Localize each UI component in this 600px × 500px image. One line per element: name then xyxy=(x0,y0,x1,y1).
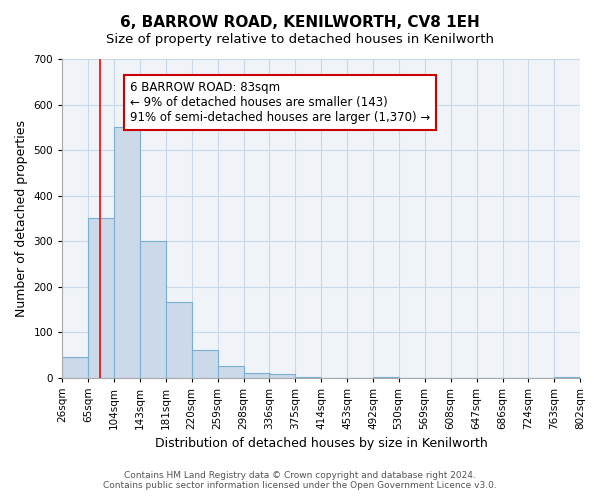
Y-axis label: Number of detached properties: Number of detached properties xyxy=(15,120,28,317)
Bar xyxy=(114,128,140,378)
Text: Contains HM Land Registry data © Crown copyright and database right 2024.
Contai: Contains HM Land Registry data © Crown c… xyxy=(103,470,497,490)
Bar xyxy=(140,241,166,378)
Text: 6 BARROW ROAD: 83sqm
← 9% of detached houses are smaller (143)
91% of semi-detac: 6 BARROW ROAD: 83sqm ← 9% of detached ho… xyxy=(130,82,430,124)
Text: 6, BARROW ROAD, KENILWORTH, CV8 1EH: 6, BARROW ROAD, KENILWORTH, CV8 1EH xyxy=(120,15,480,30)
Bar xyxy=(166,302,191,378)
Bar xyxy=(554,376,580,378)
Bar xyxy=(62,357,88,378)
X-axis label: Distribution of detached houses by size in Kenilworth: Distribution of detached houses by size … xyxy=(155,437,487,450)
Bar xyxy=(269,374,295,378)
Bar xyxy=(295,376,321,378)
Bar xyxy=(244,373,270,378)
Bar xyxy=(373,376,399,378)
Bar xyxy=(88,218,114,378)
Text: Size of property relative to detached houses in Kenilworth: Size of property relative to detached ho… xyxy=(106,32,494,46)
Bar xyxy=(218,366,244,378)
Bar xyxy=(191,350,218,378)
